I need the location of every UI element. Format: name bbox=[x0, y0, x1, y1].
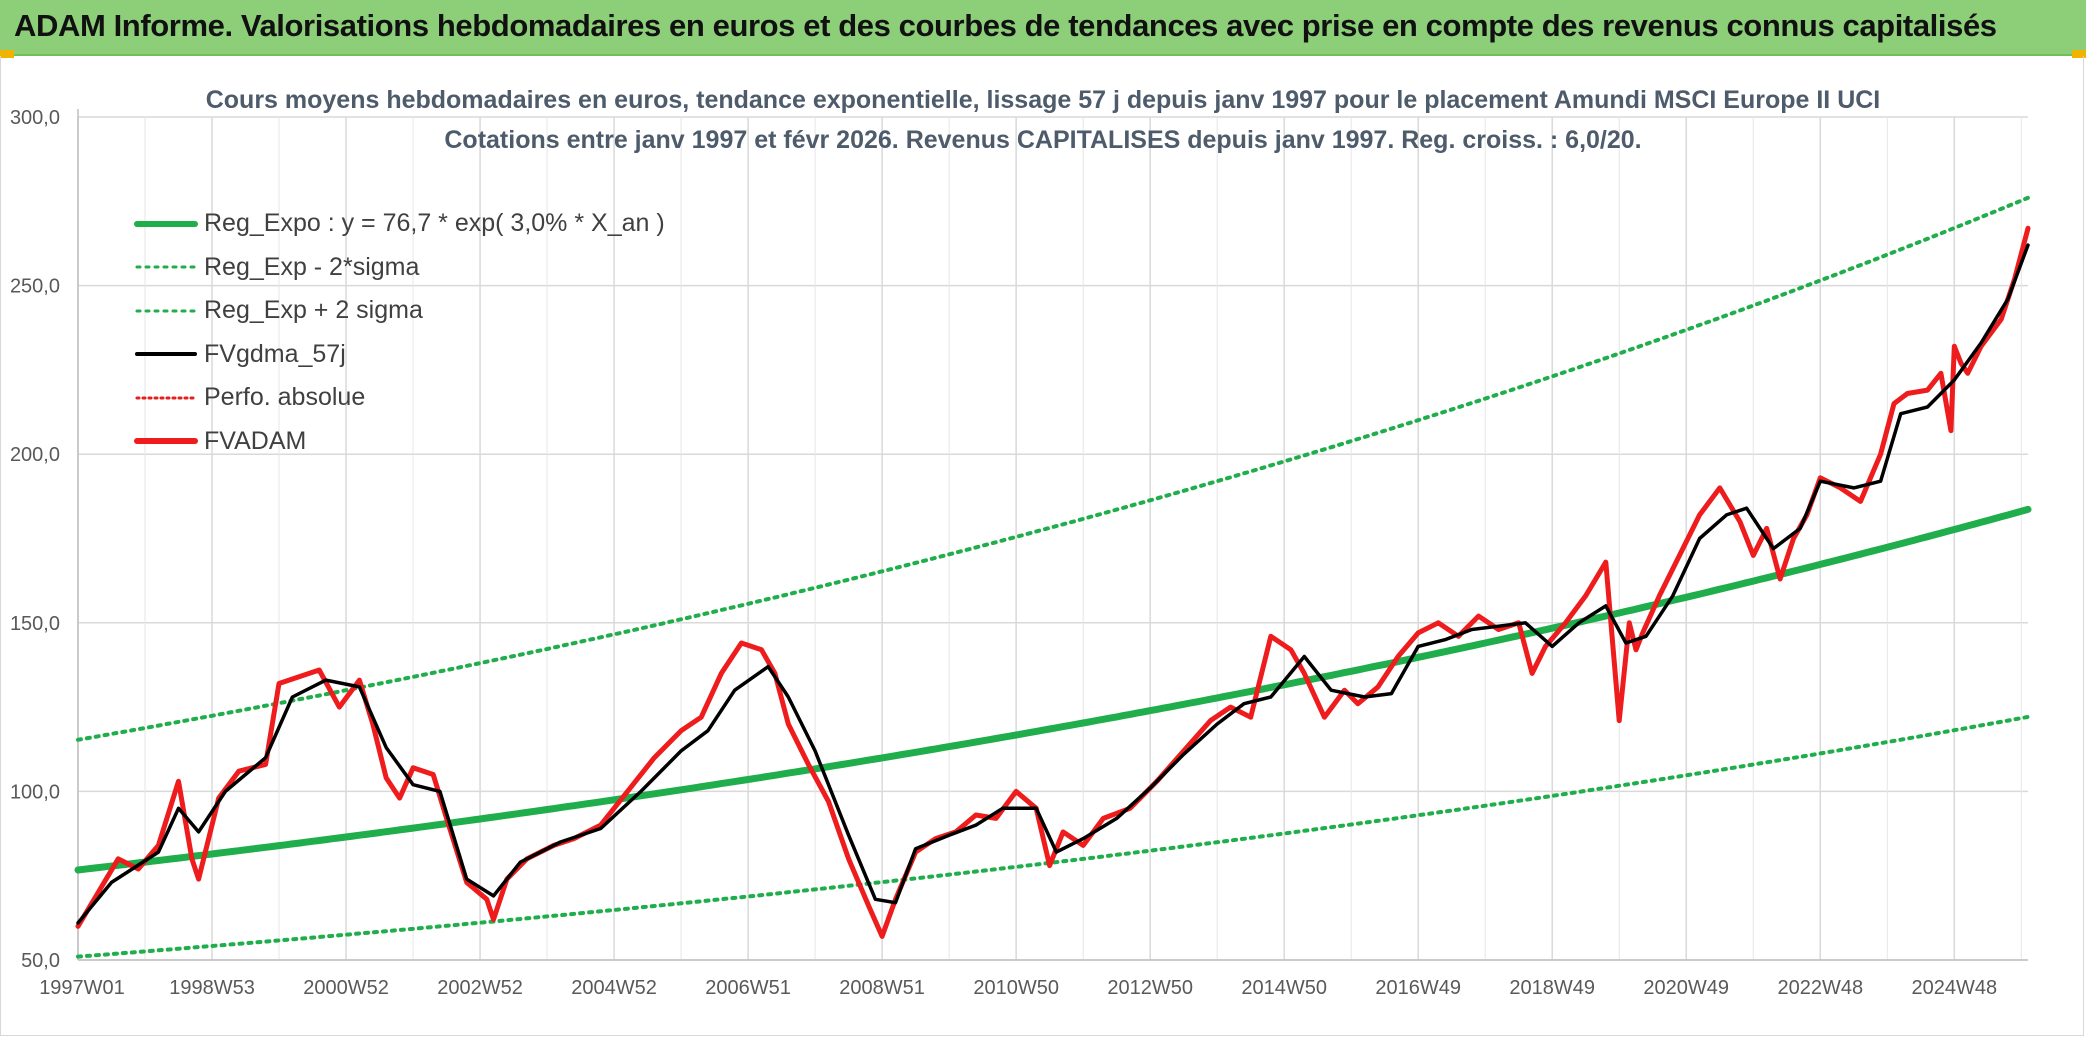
chart-legend: Reg_Expo : y = 76,7 * exp( 3,0% * X_an )… bbox=[134, 202, 665, 463]
legend-swatch bbox=[135, 396, 197, 400]
legend-item: Reg_Exp + 2 sigma bbox=[134, 289, 665, 333]
y-tick-label: 250,0 bbox=[10, 276, 60, 298]
report-title: ADAM Informe. Valorisations hebdomadaire… bbox=[14, 8, 1997, 43]
legend-label: Reg_Expo : y = 76,7 * exp( 3,0% * X_an ) bbox=[204, 209, 665, 238]
report-banner: ADAM Informe. Valorisations hebdomadaire… bbox=[0, 0, 2086, 56]
legend-swatch bbox=[135, 309, 197, 313]
chart-title: Cours moyens hebdomadaires en euros, ten… bbox=[205, 86, 1881, 114]
y-tick-label: 300,0 bbox=[10, 107, 60, 129]
legend-item: Perfo. absolue bbox=[134, 376, 665, 420]
fvgdma-57j-series-line bbox=[76, 243, 2030, 925]
fvadam-series-line bbox=[75, 225, 2031, 939]
x-tick-label: 2020W49 bbox=[1643, 977, 1729, 999]
y-tick-label: 200,0 bbox=[10, 444, 60, 466]
legend-swatch bbox=[135, 265, 197, 269]
legend-item: Reg_Expo : y = 76,7 * exp( 3,0% * X_an ) bbox=[134, 202, 665, 246]
legend-label: FVgdma_57j bbox=[204, 339, 346, 368]
x-tick-label: 2006W51 bbox=[705, 977, 791, 999]
x-tick-label: 2002W52 bbox=[437, 977, 523, 999]
x-tick-label: 2016W49 bbox=[1375, 977, 1461, 999]
legend-label: FVADAM bbox=[204, 426, 307, 455]
legend-item: FVADAM bbox=[134, 420, 665, 464]
x-tick-label: 2004W52 bbox=[571, 977, 657, 999]
x-tick-label: 2018W49 bbox=[1509, 977, 1595, 999]
reg-exp-plus-2sigma-series-line bbox=[76, 195, 2030, 742]
y-tick-label: 50,0 bbox=[21, 950, 60, 972]
x-tick-label: 1998W53 bbox=[169, 977, 255, 999]
banner-corner-accent-left bbox=[0, 50, 14, 58]
legend-label: Reg_Exp - 2*sigma bbox=[204, 252, 420, 281]
chart-frame bbox=[0, 56, 2084, 1036]
x-tick-label: 2012W50 bbox=[1107, 977, 1193, 999]
legend-swatch bbox=[134, 220, 198, 227]
legend-item: FVgdma_57j bbox=[134, 333, 665, 377]
legend-item: Reg_Exp - 2*sigma bbox=[134, 246, 665, 290]
y-tick-label: 150,0 bbox=[10, 613, 60, 635]
x-tick-label: 1997W01 bbox=[39, 977, 125, 999]
x-tick-label: 2008W51 bbox=[839, 977, 925, 999]
chart-subtitle: Cotations entre janv 1997 et févr 2026. … bbox=[444, 126, 1642, 154]
reg-expo-series-line bbox=[74, 505, 2032, 874]
x-tick-label: 2000W52 bbox=[303, 977, 389, 999]
legend-swatch bbox=[134, 438, 198, 445]
x-tick-label: 2014W50 bbox=[1241, 977, 1327, 999]
banner-corner-accent-right bbox=[2072, 50, 2086, 58]
legend-swatch bbox=[135, 352, 197, 357]
x-tick-label: 2024W48 bbox=[1911, 977, 1997, 999]
legend-label: Perfo. absolue bbox=[204, 383, 366, 412]
y-tick-label: 100,0 bbox=[10, 781, 60, 803]
legend-label: Reg_Exp + 2 sigma bbox=[204, 296, 423, 325]
x-tick-label: 2022W48 bbox=[1777, 977, 1863, 999]
x-tick-label: 2010W50 bbox=[973, 977, 1059, 999]
